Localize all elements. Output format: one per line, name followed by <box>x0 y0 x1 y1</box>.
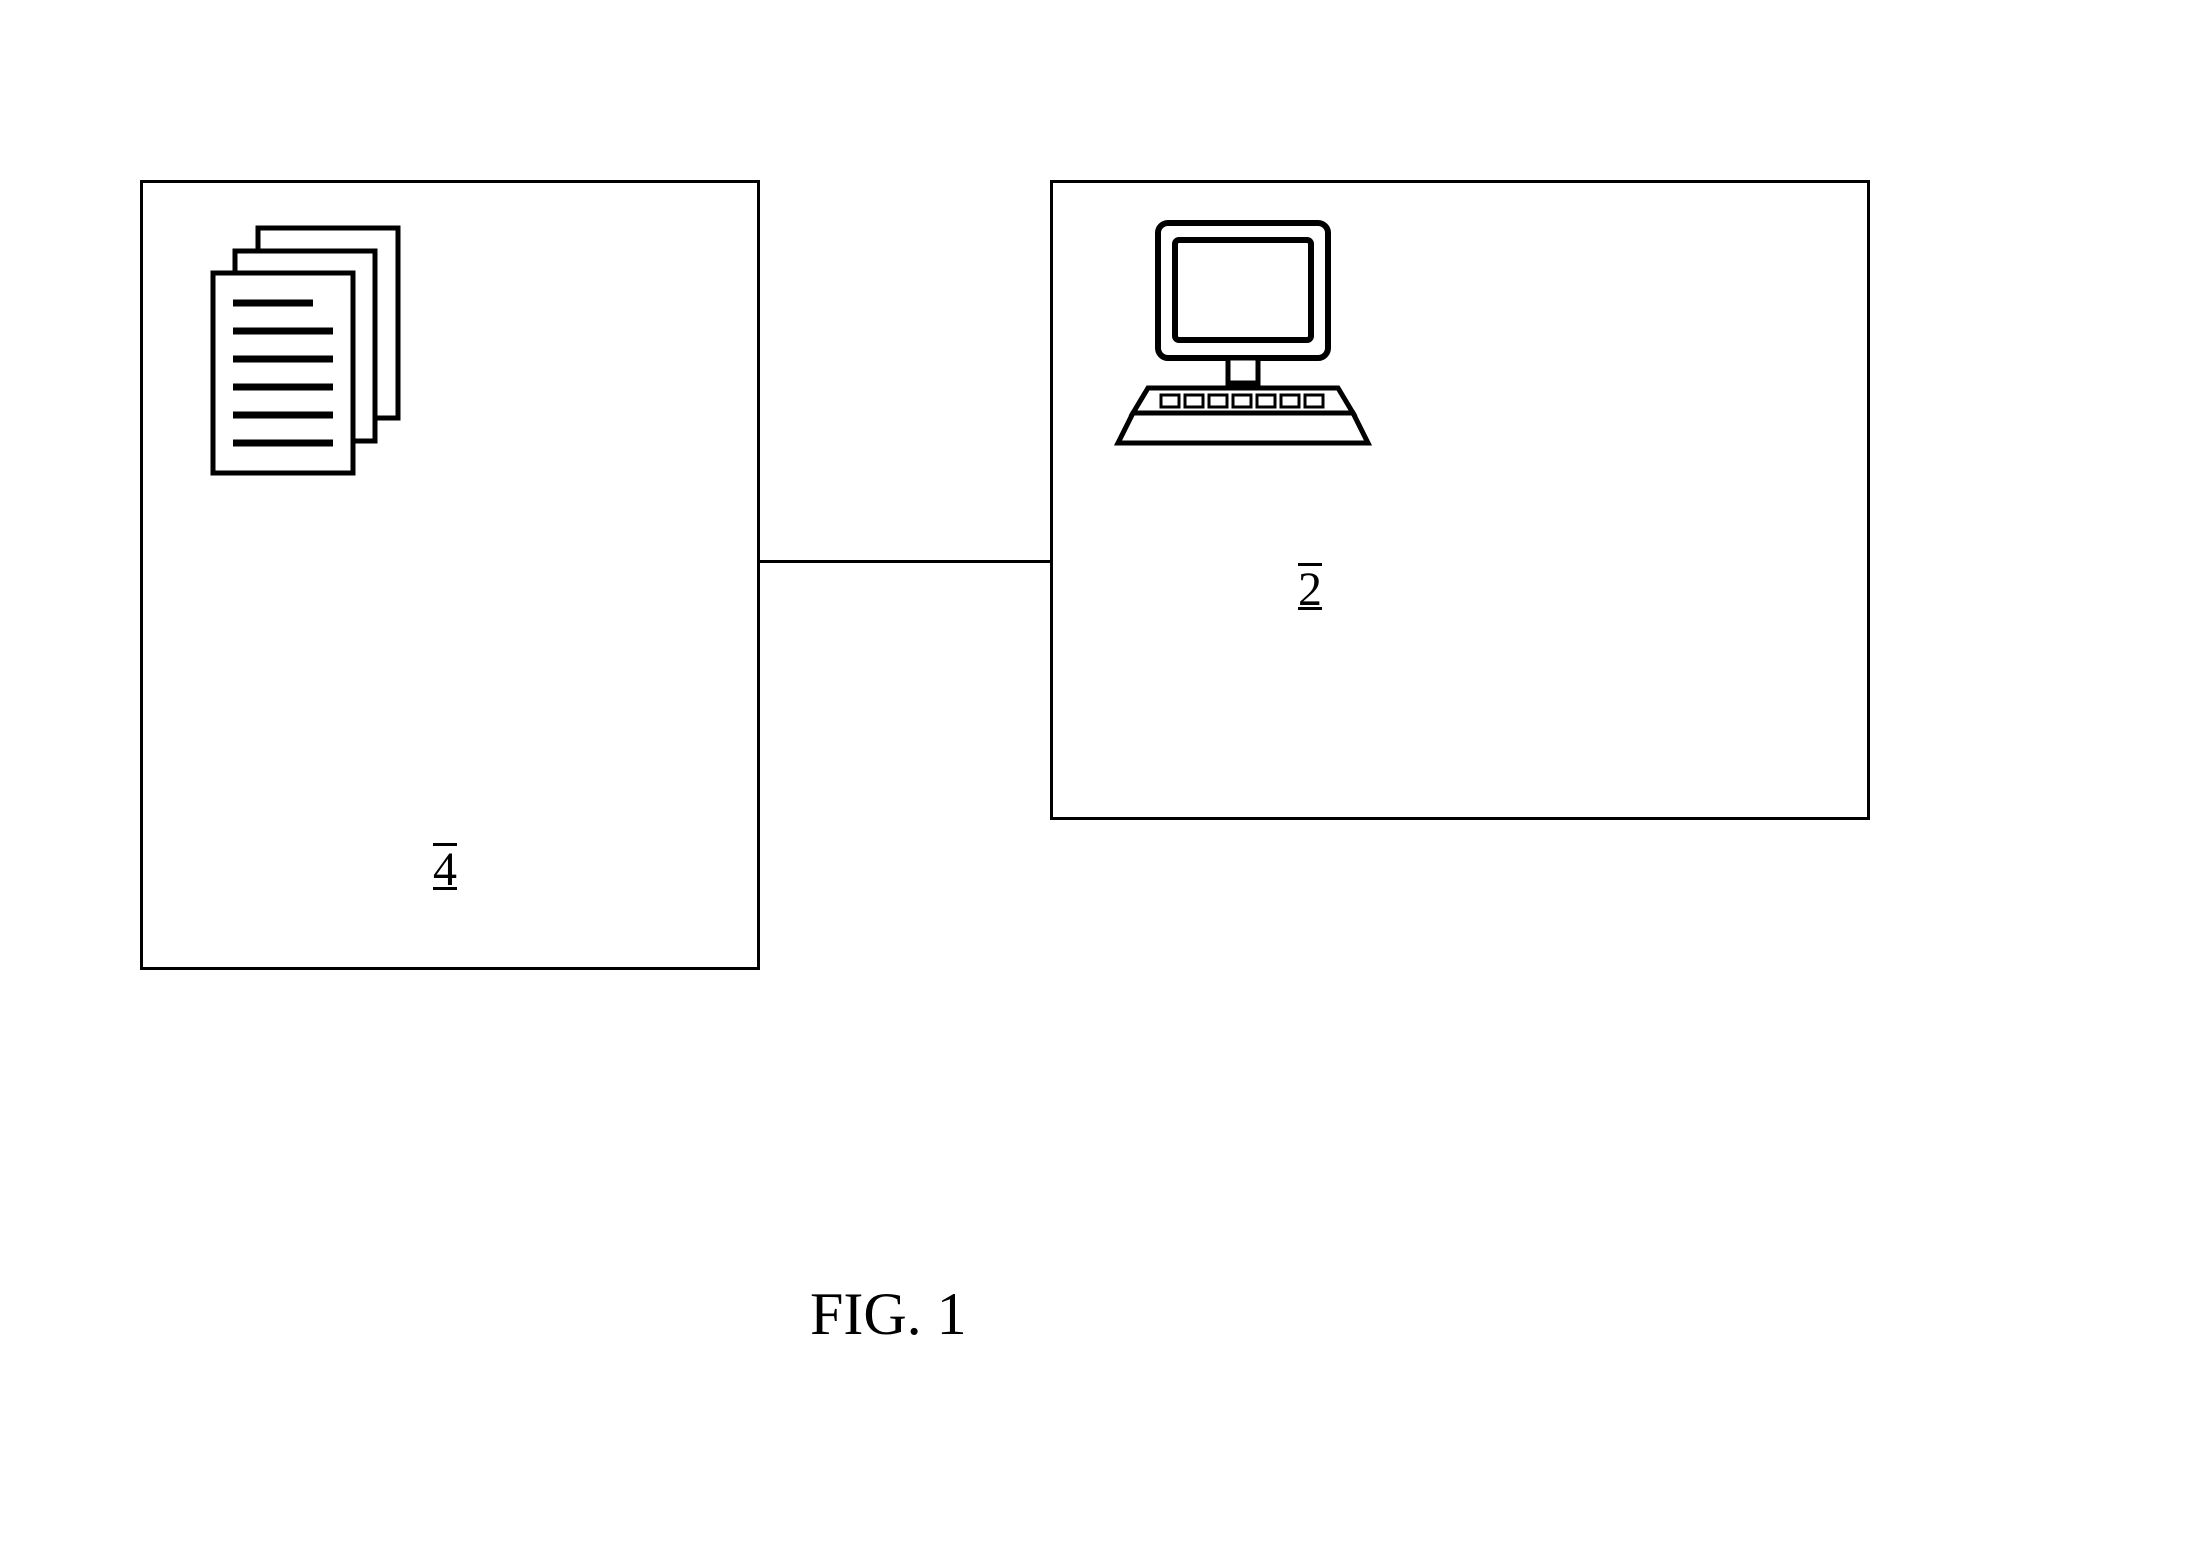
connector-line <box>760 560 1050 563</box>
figure-caption: FIG. 1 <box>810 1280 967 1349</box>
left-box: 4 <box>140 180 760 970</box>
right-box: 2 <box>1050 180 1870 820</box>
right-box-label: 2 <box>1298 563 1322 614</box>
left-box-label: 4 <box>433 843 457 894</box>
documents-icon <box>203 223 413 483</box>
computer-icon <box>1113 213 1373 473</box>
